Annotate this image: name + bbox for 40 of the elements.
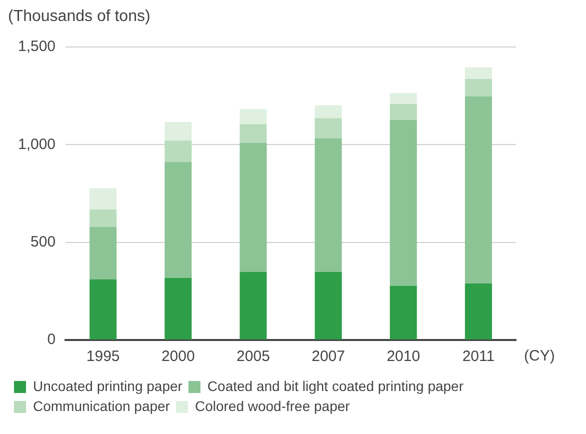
bar bbox=[164, 140, 192, 162]
bar bbox=[90, 188, 117, 210]
bar bbox=[240, 109, 267, 124]
bar bbox=[390, 286, 417, 340]
x-tick-label: 2011 bbox=[462, 348, 495, 366]
bar bbox=[164, 122, 192, 141]
legend-label: Uncoated printing paper bbox=[33, 378, 183, 394]
bar bbox=[164, 278, 192, 340]
bar bbox=[314, 138, 342, 272]
bar bbox=[314, 118, 342, 138]
bar bbox=[240, 272, 267, 340]
legend-label: Communication paper bbox=[33, 398, 170, 414]
bar bbox=[314, 272, 342, 340]
bar bbox=[464, 79, 492, 96]
bar bbox=[240, 124, 267, 143]
y-tick-label: 500 bbox=[30, 233, 56, 250]
x-tick-label: 2000 bbox=[161, 348, 195, 366]
y-tick-label: 0 bbox=[47, 331, 56, 348]
x-tick-label: 2005 bbox=[236, 348, 270, 366]
bar bbox=[314, 105, 342, 118]
y-tick-label: 1,500 bbox=[18, 38, 56, 56]
y-tick-label: 1,000 bbox=[18, 136, 56, 153]
bar bbox=[390, 120, 417, 286]
bar bbox=[90, 279, 117, 340]
bar bbox=[90, 226, 117, 280]
bar bbox=[240, 142, 267, 272]
bar bbox=[464, 96, 492, 284]
x-tick-label: 2007 bbox=[312, 348, 345, 366]
bar bbox=[90, 210, 117, 227]
bar bbox=[164, 162, 192, 278]
x-tick-label: 1995 bbox=[86, 348, 120, 366]
bar bbox=[464, 67, 492, 80]
legend-label: Coated and bit light coated printing paper bbox=[207, 378, 464, 394]
bar bbox=[390, 93, 417, 104]
y-axis-title: (Thousands of tons) bbox=[8, 8, 152, 26]
x-axis-title: (CY) bbox=[524, 348, 555, 365]
bar bbox=[464, 284, 492, 340]
bar bbox=[390, 104, 417, 120]
legend-label: Colored wood-free paper bbox=[194, 398, 350, 414]
x-tick-label: 2010 bbox=[386, 348, 420, 366]
